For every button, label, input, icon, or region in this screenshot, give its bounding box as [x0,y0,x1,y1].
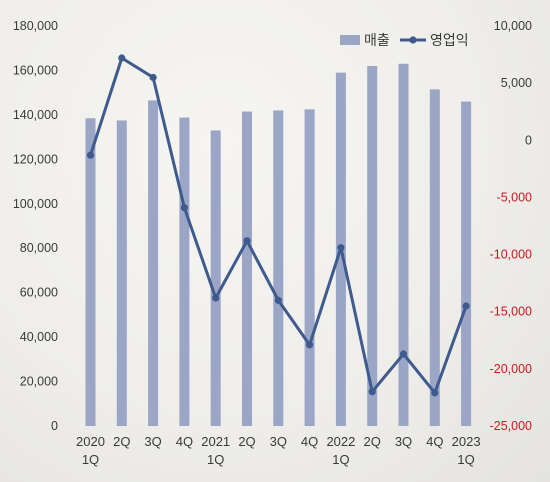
legend-line-label: 영업익 [430,32,469,48]
x-tick-label: 2020 [76,434,105,449]
right-tick-label: 10,000 [494,19,532,33]
operating-profit-point [399,350,408,358]
revenue-bar [179,117,190,427]
operating-profit-point [149,73,157,82]
revenue-bar [398,63,409,427]
x-tick-label: 3Q [144,434,161,449]
left-tick-label: 60,000 [20,286,58,300]
left-tick-label: 100,000 [13,197,58,211]
revenue-bar [429,89,440,426]
operating-profit-point [431,389,439,397]
right-tick-label: -15,000 [490,305,532,319]
right-tick-label: -25,000 [490,419,532,433]
left-tick-label: 140,000 [13,108,58,122]
right-axis: 10,000 5,000 0 -5,000 -10,000 -15,000 -20,000 -… [490,19,532,433]
operating-profit-point [212,294,220,302]
left-tick-label: 160,000 [13,63,58,77]
x-tick-label: 1Q [82,452,99,467]
x-tick-label: 3Q [270,434,287,449]
x-tick-label: 4Q [301,434,318,449]
revenue-bar [304,109,315,426]
left-tick-label: 80,000 [20,241,58,255]
operating-profit-point [368,388,376,396]
operating-profit-point [274,296,282,304]
right-tick-label: -5,000 [497,190,532,204]
right-tick-label: -20,000 [490,362,532,376]
revenue-bar [148,100,159,426]
left-axis: 180,000 160,000 140,000 120,000 100,000 80,00… [13,19,58,433]
revenue-bar [242,111,252,427]
operating-profit-point [180,204,188,212]
left-tick-label: 180,000 [13,19,58,33]
operating-profit-point [243,237,251,245]
operating-profit-point [118,54,126,62]
revenue-bar [367,66,378,426]
x-tick-label: 1Q [332,452,349,467]
x-tick-label: 1Q [207,452,224,467]
x-tick-label: 2022 [326,434,355,449]
revenue-bar [116,120,127,426]
x-tick-label: 2023 [452,434,481,449]
revenue-bars [85,63,472,427]
right-tick-label: 5,000 [501,76,532,90]
legend: 매출 영업익 [340,32,469,48]
revenue-bar [461,101,472,427]
left-tick-label: 0 [51,419,58,433]
x-tick-label: 3Q [395,434,412,449]
x-tick-label: 4Q [426,434,443,449]
operating-profit-point [306,341,314,349]
x-axis: 2020 1Q 2Q 3Q 4Q 2021 1Q 2Q 3Q 4Q 2022 1Q 2Q 3Q 4Q 2023… [76,434,481,467]
left-tick-label: 120,000 [13,152,58,166]
left-tick-label: 40,000 [20,330,58,344]
right-tick-label: 0 [525,133,532,147]
operating-profit-point [462,302,470,310]
legend-bar-swatch [340,35,360,45]
operating-profit-point [337,244,345,252]
revenue-bar [273,110,284,426]
right-tick-label: -10,000 [490,248,532,262]
revenue-bar [85,118,96,426]
x-tick-label: 2021 [201,434,230,449]
x-tick-label: 1Q [457,452,474,467]
x-tick-label: 2Q [364,434,381,449]
legend-bar-label: 매출 [364,32,390,48]
x-tick-label: 2Q [238,434,255,449]
legend-line-marker [409,36,417,44]
x-tick-label: 2Q [113,434,130,449]
operating-profit-point [86,151,95,159]
x-tick-label: 4Q [176,434,193,449]
left-tick-label: 20,000 [20,375,58,389]
revenue-bar [210,130,221,426]
operating-profit-line [86,54,470,397]
